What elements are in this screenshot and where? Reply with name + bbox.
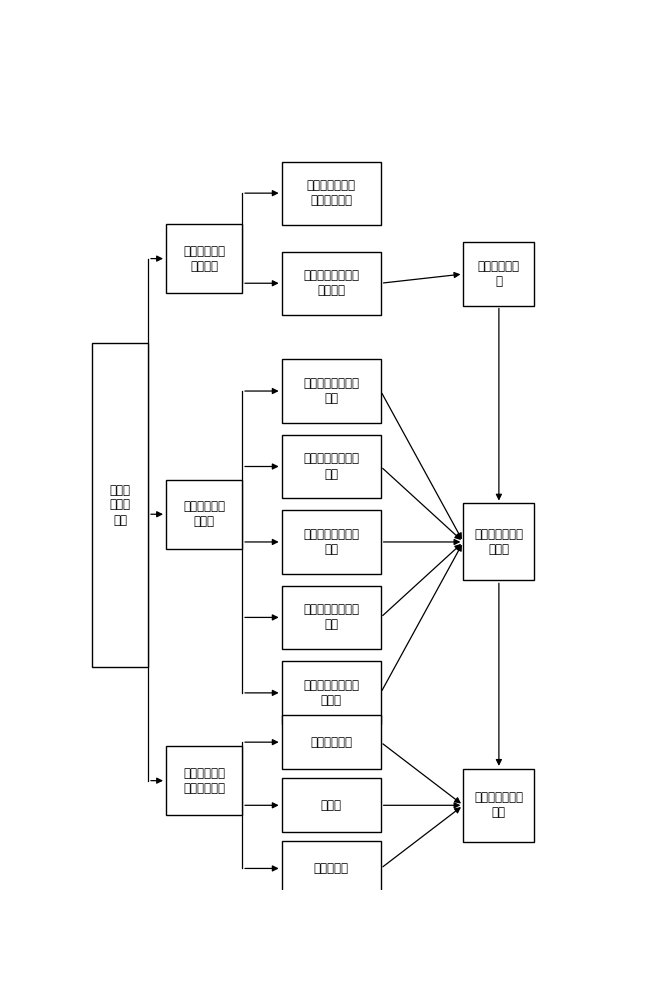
- Text: 风电机组非故障
状态运行数据: 风电机组非故障 状态运行数据: [306, 179, 356, 207]
- Text: 偏航系统相关故障
数据: 偏航系统相关故障 数据: [303, 528, 359, 556]
- Text: 故障监测量分
类: 故障监测量分 类: [478, 260, 520, 288]
- Bar: [92, 343, 148, 667]
- Bar: [281, 586, 380, 649]
- Text: 叶轮系统相关故障
数据: 叶轮系统相关故障 数据: [303, 377, 359, 405]
- Bar: [281, 715, 380, 769]
- Text: 收集现
场历史
数据: 收集现 场历史 数据: [110, 484, 131, 526]
- Bar: [281, 841, 380, 895]
- Bar: [281, 162, 380, 225]
- Bar: [281, 435, 380, 498]
- Text: 形成故障信息记
录表格: 形成故障信息记 录表格: [474, 528, 523, 556]
- Text: 风电机组故障
数据变化特性: 风电机组故障 数据变化特性: [183, 767, 225, 795]
- Bar: [281, 252, 380, 315]
- Bar: [281, 778, 380, 832]
- Bar: [166, 224, 242, 293]
- Text: 变频系统相关故障
数据: 变频系统相关故障 数据: [303, 603, 359, 631]
- Bar: [463, 503, 535, 580]
- Text: 风电机组运行
状态数据: 风电机组运行 状态数据: [183, 245, 225, 273]
- Text: 形成故障样本事
务集: 形成故障样本事 务集: [474, 791, 523, 819]
- Bar: [281, 661, 380, 724]
- Text: 变桨系统相关故障
数据: 变桨系统相关故障 数据: [303, 452, 359, 481]
- Bar: [463, 769, 535, 842]
- Bar: [166, 480, 242, 549]
- Text: 风电机组故障状态
运行数据: 风电机组故障状态 运行数据: [303, 269, 359, 297]
- Bar: [463, 242, 535, 306]
- Bar: [281, 359, 380, 423]
- Text: 风电机组故障
子系统: 风电机组故障 子系统: [183, 500, 225, 528]
- Text: 开关状态量: 开关状态量: [314, 862, 348, 875]
- Bar: [281, 510, 380, 574]
- Bar: [166, 746, 242, 815]
- Text: 发电机系统相关故
障数据: 发电机系统相关故 障数据: [303, 679, 359, 707]
- Text: 机械与状态量: 机械与状态量: [310, 736, 352, 749]
- Text: 电气量: 电气量: [321, 799, 342, 812]
